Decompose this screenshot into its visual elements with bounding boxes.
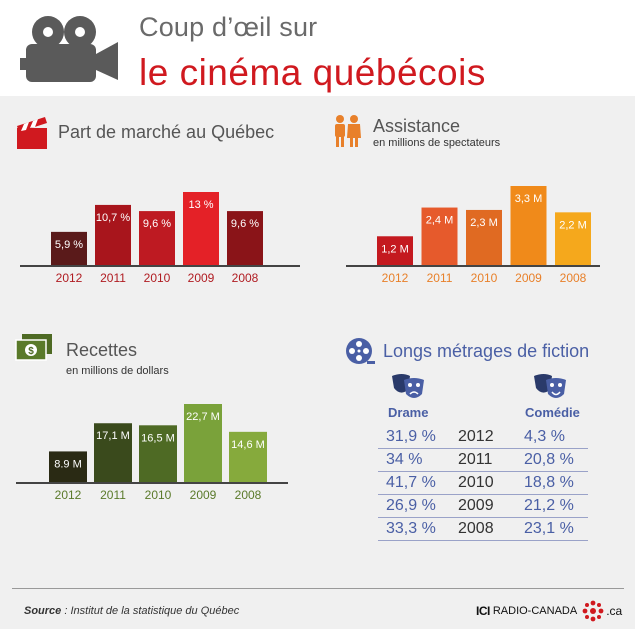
market-share-bar xyxy=(51,231,87,265)
title-line-2: le cinéma québécois xyxy=(139,52,486,93)
source-text: : Institut de la statistique du Québec xyxy=(61,605,240,617)
source-note: Source : Institut de la statistique du Q… xyxy=(24,605,239,617)
brand-prefix: ICI xyxy=(476,604,490,618)
revenue-bar xyxy=(94,423,132,482)
radio-canada-logo: ICI RADIO-CANADA .ca xyxy=(476,600,622,622)
brand-suffix: .ca xyxy=(606,604,623,618)
comedy-cell: 18,8 % xyxy=(524,474,574,491)
drama-cell: 26,9 % xyxy=(386,497,436,514)
drama-cell: 34 % xyxy=(386,451,423,468)
revenue-value-label: 22,7 M xyxy=(186,411,220,423)
title-line-1: Coup d’œil sur xyxy=(139,12,318,42)
revenue-tick-label: 2009 xyxy=(190,488,217,502)
revenue-value-label: 16,5 M xyxy=(141,432,175,444)
attendance-value-label: 2,3 M xyxy=(470,217,498,229)
revenue-tick-label: 2011 xyxy=(100,488,126,502)
drama-cell: 31,9 % xyxy=(386,428,436,445)
drama-masks-icon xyxy=(392,374,424,398)
table-row: 41,7 % 2010 18,8 % xyxy=(378,472,588,495)
market-share-tick-label: 2008 xyxy=(232,271,259,285)
comedy-cell: 23,1 % xyxy=(524,520,574,537)
attendance-subtitle: en millions de spectateurs xyxy=(373,137,501,149)
attendance-bar xyxy=(377,236,413,265)
revenue-bar xyxy=(229,431,267,482)
feature-films-title: Longs métrages de fiction xyxy=(383,341,590,361)
comedy-cell: 4,3 % xyxy=(524,428,565,445)
comedy-cell: 20,8 % xyxy=(524,451,574,468)
market-share-tick-label: 2012 xyxy=(56,271,83,285)
attendance-bar xyxy=(466,209,502,265)
drama-header: Drame xyxy=(388,405,429,420)
market-share-bar xyxy=(139,211,175,265)
market-share-value-label: 10,7 % xyxy=(96,212,130,224)
revenue-subtitle: en millions de dollars xyxy=(66,365,169,377)
year-cell: 2010 xyxy=(458,474,494,491)
year-cell: 2012 xyxy=(458,428,494,445)
attendance-bar xyxy=(555,212,591,265)
market-share-tick-label: 2009 xyxy=(188,271,215,285)
market-share-value-label: 9,6 % xyxy=(143,218,171,230)
revenue-bar xyxy=(49,451,87,482)
header: Coup d’œil sur le cinéma québécois xyxy=(0,0,635,96)
revenue-value-label: 14,6 M xyxy=(231,439,265,451)
market-share-value-label: 13 % xyxy=(188,199,213,211)
source-label: Source xyxy=(24,605,62,617)
attendance-value-label: 2,2 M xyxy=(559,219,587,231)
revenue-tick-label: 2010 xyxy=(145,488,172,502)
revenue-bar xyxy=(184,404,222,482)
drama-cell: 41,7 % xyxy=(386,474,436,491)
table-row: 33,3 % 2008 23,1 % xyxy=(378,518,588,541)
feature-films-table: 31,9 % 2012 4,3 % 34 % 2011 20,8 % 41,7 % 2010 1… xyxy=(378,426,588,541)
table-row: 26,9 % 2009 21,2 % xyxy=(378,495,588,518)
table-row: 31,9 % 2012 4,3 % xyxy=(378,426,588,449)
people-icon xyxy=(335,115,361,147)
table-row: 34 % 2011 20,8 % xyxy=(378,449,588,472)
attendance-title: Assistance xyxy=(373,116,461,136)
attendance-tick-label: 2008 xyxy=(560,271,587,285)
market-share-value-label: 9,6 % xyxy=(231,218,259,230)
revenue-title: Recettes xyxy=(66,340,138,360)
svg-text:$: $ xyxy=(28,346,34,357)
market-share-bar xyxy=(95,204,131,265)
comedy-header: Comédie xyxy=(525,405,580,420)
clapperboard-icon xyxy=(17,117,47,149)
gem-icon xyxy=(582,600,604,622)
revenue-value-label: 17,1 M xyxy=(96,430,130,442)
brand-name: RADIO-CANADA xyxy=(492,605,578,617)
market-share-tick-label: 2010 xyxy=(144,271,171,285)
revenue-value-label: 8.9 M xyxy=(54,458,82,470)
revenue-bar xyxy=(139,425,177,482)
market-share-title: Part de marché au Québec xyxy=(58,122,275,142)
revenue-tick-label: 2008 xyxy=(235,488,262,502)
market-share-bar xyxy=(183,192,219,265)
drama-cell: 33,3 % xyxy=(386,520,436,537)
money-icon: $ xyxy=(15,334,52,361)
attendance-tick-label: 2009 xyxy=(515,271,542,285)
attendance-tick-label: 2010 xyxy=(471,271,498,285)
comedy-masks-icon xyxy=(534,374,566,398)
attendance-bar xyxy=(421,207,458,265)
year-cell: 2008 xyxy=(458,520,494,537)
attendance-tick-label: 2012 xyxy=(382,271,409,285)
attendance-value-label: 2,4 M xyxy=(426,215,454,227)
year-cell: 2009 xyxy=(458,497,494,514)
year-cell: 2011 xyxy=(458,451,493,468)
footer-divider xyxy=(12,588,624,589)
market-share-value-label: 5,9 % xyxy=(55,239,83,251)
attendance-bar xyxy=(510,186,547,265)
comedy-cell: 21,2 % xyxy=(524,497,574,514)
movie-camera-icon xyxy=(20,16,118,82)
attendance-value-label: 3,3 M xyxy=(515,193,543,205)
market-share-bar xyxy=(227,211,263,265)
film-reel-icon xyxy=(346,338,375,364)
market-share-tick-label: 2011 xyxy=(100,271,126,285)
attendance-value-label: 1,2 M xyxy=(381,243,409,255)
revenue-tick-label: 2012 xyxy=(55,488,82,502)
attendance-tick-label: 2011 xyxy=(427,271,453,285)
